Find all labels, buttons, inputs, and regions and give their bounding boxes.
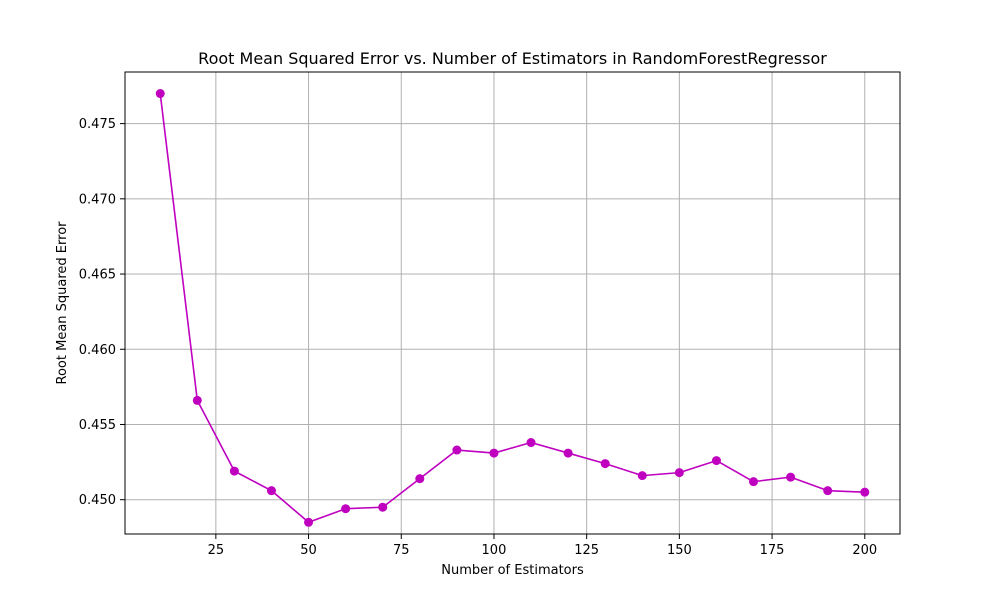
data-point-marker — [229, 466, 239, 476]
x-tick-label: 100 — [482, 543, 507, 558]
data-point-marker — [674, 468, 684, 478]
y-tick-label: 0.475 — [79, 117, 116, 132]
data-point-marker — [749, 477, 759, 487]
series-line — [159, 93, 865, 524]
data-point-marker — [341, 504, 351, 514]
data-point-marker — [637, 471, 647, 481]
x-axis-ticks: 25 50 75 100 125 150 175 200 — [208, 534, 877, 558]
data-point-marker — [823, 486, 833, 496]
data-point-marker — [600, 459, 610, 469]
data-point-marker — [192, 395, 202, 405]
y-tick-label: 0.455 — [79, 418, 116, 433]
y-tick-label: 0.470 — [79, 192, 116, 207]
data-point-marker — [786, 472, 796, 482]
data-point-marker — [415, 474, 425, 484]
y-tick-label: 0.450 — [79, 493, 116, 508]
data-point-marker — [489, 448, 499, 458]
data-point-marker — [711, 456, 721, 466]
x-axis-title: Number of Estimators — [441, 563, 584, 578]
y-tick-label: 0.465 — [79, 268, 116, 283]
x-tick-label: 200 — [852, 543, 877, 558]
data-point-marker — [860, 487, 870, 497]
series-layer — [155, 89, 870, 527]
grid-lines — [125, 72, 900, 534]
x-tick-label: 125 — [574, 543, 599, 558]
x-tick-label: 50 — [300, 543, 317, 558]
y-axis-ticks: 0.450 0.455 0.460 0.465 0.470 0.475 — [79, 117, 125, 508]
y-axis-title: Root Mean Squared Error — [55, 221, 70, 385]
data-point-marker — [452, 445, 462, 455]
data-point-marker — [155, 89, 165, 99]
x-tick-label: 175 — [760, 543, 785, 558]
data-point-marker — [304, 517, 314, 527]
data-point-marker — [526, 438, 536, 448]
data-point-marker — [563, 448, 573, 458]
x-tick-label: 150 — [667, 543, 692, 558]
y-tick-label: 0.460 — [79, 343, 116, 358]
data-point-marker — [266, 486, 276, 496]
x-tick-label: 25 — [208, 543, 225, 558]
x-tick-label: 75 — [393, 543, 410, 558]
chart-title: Root Mean Squared Error vs. Number of Es… — [198, 49, 827, 68]
plot-frame — [124, 71, 901, 535]
data-point-marker — [378, 502, 388, 512]
